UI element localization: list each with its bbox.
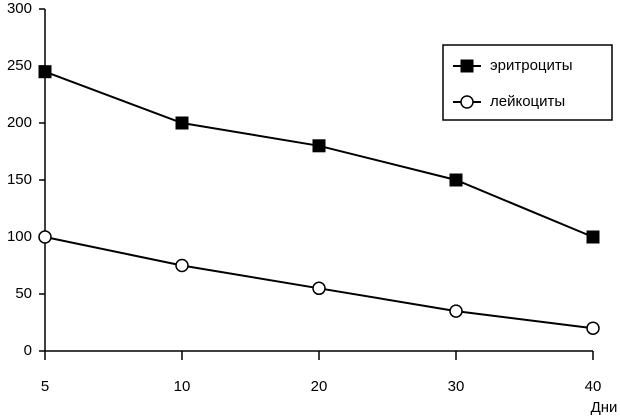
data-point <box>38 230 52 244</box>
legend-label: эритроциты <box>490 57 573 74</box>
x-tick-label: 40 <box>585 378 602 395</box>
data-point <box>586 321 600 335</box>
x-tick-label: 5 <box>41 378 49 395</box>
data-point <box>38 65 52 79</box>
y-tick-label: 200 <box>7 114 32 131</box>
x-axis-label: Дни <box>591 399 618 416</box>
data-point <box>175 258 189 273</box>
y-tick-label: 150 <box>7 171 32 188</box>
data-point <box>449 304 463 318</box>
x-tick-label: 30 <box>448 378 465 395</box>
x-tick-label: 10 <box>174 378 191 395</box>
y-tick-label: 50 <box>15 285 32 302</box>
y-tick-label: 300 <box>7 0 32 17</box>
legend-label: лейкоциты <box>490 93 565 110</box>
legend-marker <box>460 59 474 73</box>
data-point <box>586 230 600 244</box>
data-point <box>312 139 326 153</box>
y-tick-label: 100 <box>7 228 32 245</box>
legend-marker <box>460 95 474 109</box>
x-tick-label: 20 <box>311 378 328 395</box>
data-point <box>312 281 326 296</box>
legend-box <box>442 44 613 121</box>
y-tick-label: 0 <box>24 342 32 359</box>
y-tick-label: 250 <box>7 57 32 74</box>
data-point <box>175 116 189 130</box>
data-point <box>449 173 463 187</box>
